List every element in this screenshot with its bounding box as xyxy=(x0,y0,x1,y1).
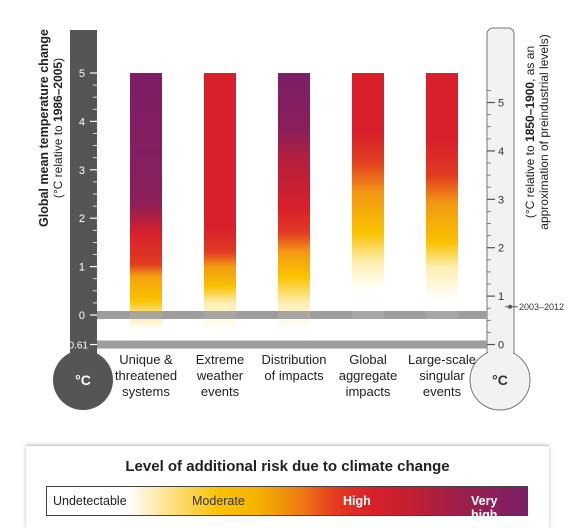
left-tick-label-0: 0 xyxy=(79,310,85,322)
right-axis-title: (°C relative to 1850–1900, as an xyxy=(523,46,537,218)
right-axis-title2-group: approximation of preindustrial levels) xyxy=(537,34,551,229)
left-tick-label-5: 5 xyxy=(79,68,85,80)
left-tick-label-3: 3 xyxy=(79,165,85,177)
risk-bar-0 xyxy=(130,73,162,330)
left-thermometer-bulb xyxy=(53,350,113,410)
left-tick-label-1: 1 xyxy=(79,262,85,274)
category-label-4: Large-scale singular events xyxy=(408,352,476,399)
right-tick-label-5: 5 xyxy=(498,98,504,110)
left-axis-sublabel: (°C relative to 1986–2005) xyxy=(51,58,65,198)
legend-label-high: High xyxy=(343,494,371,508)
left-tick-label-2: 2 xyxy=(79,213,85,225)
left-tick-label-4: 4 xyxy=(79,116,85,128)
category-label-2: Distribution of impacts xyxy=(261,352,326,383)
right-axis-title-line2: approximation of preindustrial levels) xyxy=(537,34,551,229)
risk-legend: Level of additional risk due to climate … xyxy=(26,445,549,528)
risk-bar-1 xyxy=(204,73,236,330)
legend-label-moderate: Moderate xyxy=(192,494,245,508)
category-label-3: Global aggregate impacts xyxy=(339,352,398,399)
right-thermometer: °C xyxy=(469,27,531,411)
left-bulb-unit: °C xyxy=(75,372,91,388)
reference-marker: 2003–2012 xyxy=(505,302,564,312)
risk-bar-3 xyxy=(352,73,384,330)
category-label-0: Unique & threatened systems xyxy=(115,352,177,399)
left-axis-title: Global mean temperature change xyxy=(37,29,51,227)
category-label-1: Extreme weather events xyxy=(196,352,244,399)
legend-label-undetectable: Undetectable xyxy=(53,494,127,508)
reference-band-overlay-1 xyxy=(97,340,487,349)
risk-bars xyxy=(97,73,487,349)
legend-title: Level of additional risk due to climate … xyxy=(125,458,450,475)
right-tick-label-3: 3 xyxy=(498,194,504,206)
risk-bar-2 xyxy=(278,73,310,330)
legend-color-scale: Undetectable Moderate High Very high xyxy=(46,486,528,522)
left-tick-label-extra: -0.61 xyxy=(65,341,88,352)
right-tick-label-0: 0 xyxy=(498,340,504,352)
legend-label-very-high: Very high xyxy=(471,494,498,522)
right-axis-ticks: 0 1 2 3 4 5 xyxy=(487,90,504,352)
left-thermometer: °C xyxy=(53,30,113,410)
right-tick-label-1: 1 xyxy=(498,291,504,303)
right-bulb-unit: °C xyxy=(492,372,508,388)
left-axis-title-group: Global mean temperature change xyxy=(37,29,51,227)
reference-marker-label: 2003–2012 xyxy=(519,302,564,312)
right-tick-label-2: 2 xyxy=(498,243,504,255)
risk-chart: °C °C 0 1 2 3 4 5 -0.61 0 1 2 3 4 5 2003–2012 Uniqu… xyxy=(37,27,564,411)
right-axis-title-group: (°C relative to 1850–1900, as an xyxy=(523,46,537,218)
reference-marker-dot xyxy=(508,304,512,309)
left-axis-sublabel-group: (°C relative to 1986–2005) xyxy=(51,58,65,198)
left-thermometer-tube xyxy=(70,30,97,370)
reference-band-overlay-0 xyxy=(97,311,487,319)
category-labels: Unique & threatened systems Extreme weather e… xyxy=(115,352,476,399)
right-bulb-joint xyxy=(488,340,513,362)
right-tick-label-4: 4 xyxy=(498,146,504,158)
risk-bar-4 xyxy=(426,73,458,330)
left-axis-ticks: 0 1 2 3 4 5 -0.61 xyxy=(65,68,97,352)
